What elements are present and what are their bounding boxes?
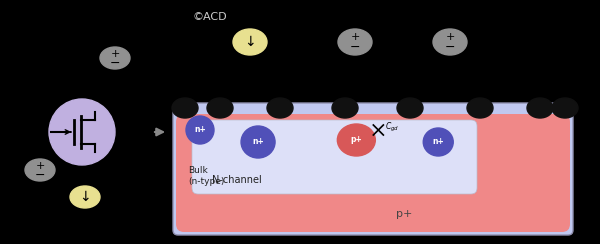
Ellipse shape xyxy=(338,29,372,55)
Text: ©ACD: ©ACD xyxy=(192,12,227,22)
Text: n+: n+ xyxy=(252,138,264,146)
Text: −: − xyxy=(110,57,120,70)
FancyBboxPatch shape xyxy=(173,103,573,235)
Text: ↓: ↓ xyxy=(244,35,256,49)
Text: $C_{gb}$: $C_{gb}$ xyxy=(212,238,229,244)
FancyBboxPatch shape xyxy=(176,114,570,232)
Text: p+: p+ xyxy=(396,209,412,219)
Ellipse shape xyxy=(467,98,493,118)
Ellipse shape xyxy=(337,124,376,156)
Ellipse shape xyxy=(423,128,453,156)
Ellipse shape xyxy=(397,98,423,118)
Text: +: + xyxy=(350,32,359,42)
Ellipse shape xyxy=(25,159,55,181)
Ellipse shape xyxy=(186,116,214,144)
Text: −: − xyxy=(350,41,360,53)
Ellipse shape xyxy=(70,186,100,208)
Text: +: + xyxy=(110,49,119,59)
Ellipse shape xyxy=(552,98,578,118)
Ellipse shape xyxy=(527,98,553,118)
Text: −: − xyxy=(445,41,455,53)
Text: Bulk
(n-type): Bulk (n-type) xyxy=(188,166,224,186)
Ellipse shape xyxy=(233,29,267,55)
Text: $C_{gd}$: $C_{gd}$ xyxy=(385,121,400,133)
Text: $C_{gd}$: $C_{gd}$ xyxy=(595,158,600,172)
Text: +: + xyxy=(445,32,455,42)
Text: +: + xyxy=(35,161,44,171)
Ellipse shape xyxy=(172,98,198,118)
Text: N-channel: N-channel xyxy=(212,175,262,185)
Text: ↓: ↓ xyxy=(79,190,91,204)
Ellipse shape xyxy=(433,29,467,55)
Ellipse shape xyxy=(332,98,358,118)
FancyBboxPatch shape xyxy=(192,120,477,194)
Text: n+: n+ xyxy=(194,125,206,134)
Text: p+: p+ xyxy=(350,135,362,144)
Text: n+: n+ xyxy=(433,138,444,146)
Ellipse shape xyxy=(267,98,293,118)
Text: −: − xyxy=(35,169,45,182)
Ellipse shape xyxy=(100,47,130,69)
Ellipse shape xyxy=(241,126,275,158)
Ellipse shape xyxy=(207,98,233,118)
Circle shape xyxy=(49,99,115,165)
